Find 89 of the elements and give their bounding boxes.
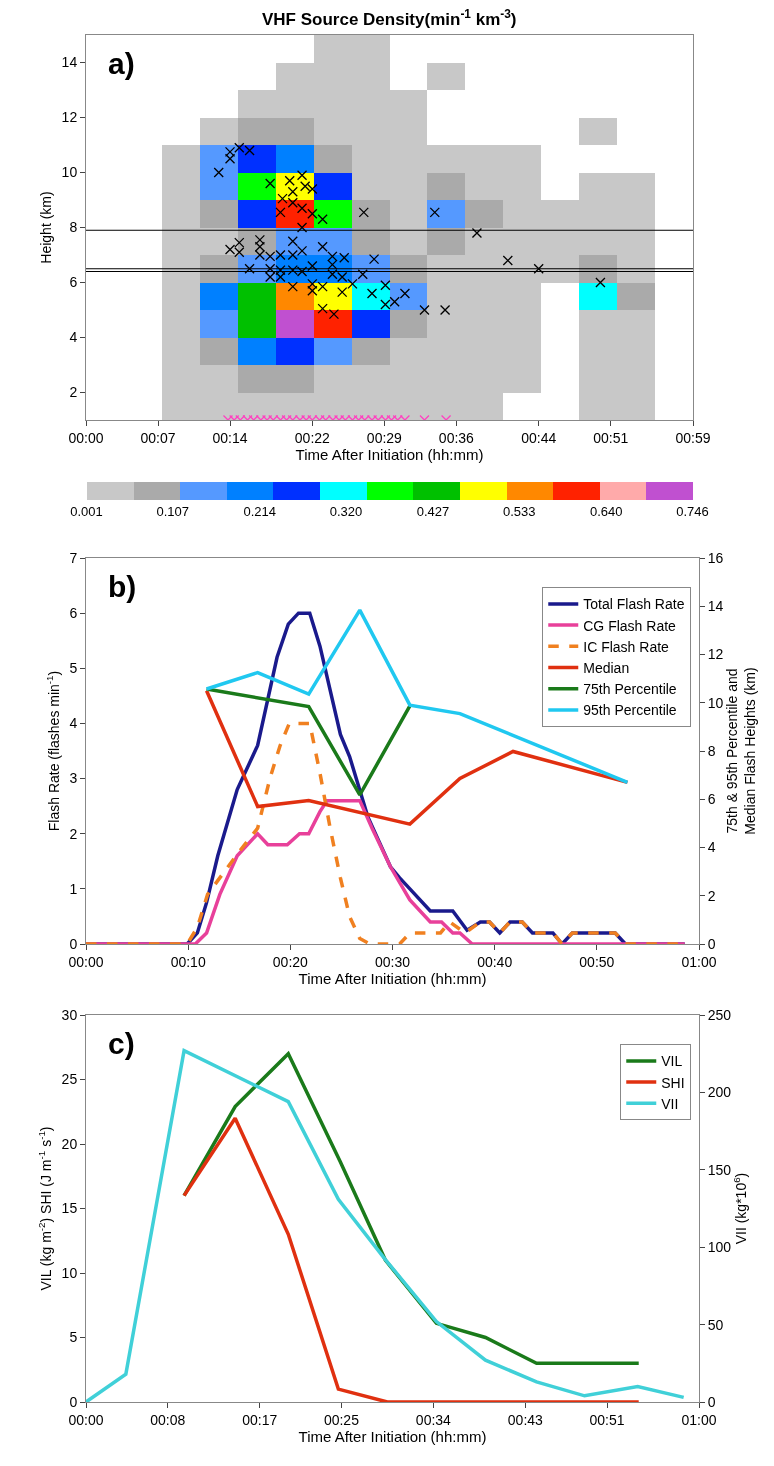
y2-tick-label: 250	[707, 1006, 732, 1023]
y2-tick-label: 100	[707, 1239, 732, 1256]
line-series	[182, 1116, 641, 1402]
y-tick-label: 8	[69, 219, 78, 236]
y-tick-label: 4	[69, 715, 78, 732]
x-tick-label: 00:25	[323, 1411, 360, 1428]
x-tick-label: 00:00	[68, 953, 104, 970]
legend-label: Median	[583, 659, 630, 676]
color-bar-label: 0.533	[502, 504, 536, 520]
x-tick-label: 00:34	[415, 1411, 452, 1428]
y-tick-label: 10	[61, 164, 78, 181]
legend-label: SHI	[661, 1074, 685, 1091]
legend-label: 75th Percentile	[583, 681, 677, 698]
y-tick-label: 6	[69, 605, 78, 622]
legend-label: VIL	[661, 1053, 683, 1070]
y-axis-title: Height (km)	[38, 191, 55, 264]
y-tick-label: 30	[61, 1006, 78, 1023]
x-tick-label: 00:17	[242, 1411, 278, 1428]
x-tick-label: 00:40	[477, 953, 513, 970]
x-tick-label: 00:20	[272, 953, 309, 970]
x-tick-label: 00:07	[140, 429, 176, 446]
y-tick-label: 2	[69, 384, 78, 401]
x-tick-label: 00:10	[170, 953, 206, 970]
y-tick-label: 6	[69, 274, 78, 291]
y2-tick-label: 14	[707, 598, 724, 615]
chart-title: VHF Source Density(min$^{-1}$ km$^{-3}$)	[262, 7, 517, 30]
color-bar-label: 0.320	[329, 504, 363, 520]
x-axis-title: Time After Initiation (hh:mm)	[298, 1427, 487, 1445]
y2-tick-label: 200	[707, 1084, 732, 1101]
y-tick-label: 3	[69, 770, 78, 787]
y2-tick-label: 150	[707, 1161, 732, 1178]
y-tick-label: 12	[61, 109, 78, 126]
color-bar-label: 0.640	[590, 504, 623, 520]
y2-tick-label: 6	[707, 791, 716, 808]
x-tick-label: 00:30	[374, 953, 411, 970]
y2-tick-label: 16	[707, 549, 724, 566]
y-tick-label: 25	[61, 1071, 78, 1088]
legend-label: VII	[661, 1095, 679, 1112]
y-tick-label: 2	[69, 825, 78, 842]
annotation: b)	[108, 570, 137, 603]
y-tick-label: 5	[69, 660, 78, 677]
y-tick-label: 5	[69, 1329, 78, 1346]
y-tick-label: 0	[69, 1393, 78, 1410]
x-tick-label: 00:44	[521, 429, 557, 446]
x-tick-label: 00:36	[438, 429, 475, 446]
color-bar-label: 0.214	[243, 504, 277, 520]
y-tick-label: 0	[69, 935, 78, 952]
x-tick-label: 00:51	[589, 1411, 625, 1428]
y2-tick-label: 8	[707, 742, 716, 759]
x-tick-label: 00:00	[68, 429, 104, 446]
color-bar-label: 0.107	[156, 504, 189, 520]
y2-axis-title: 75th & 95th Percentile and Median Flash Heights (km)	[723, 667, 759, 835]
annotation: c)	[108, 1027, 135, 1060]
y2-tick-label: 50	[707, 1316, 724, 1333]
y-tick-label: 20	[61, 1135, 78, 1152]
x-axis-title: Time After Initiation (hh:mm)	[298, 969, 487, 987]
y-tick-label: 10	[61, 1264, 78, 1281]
color-bar-label: 0.001	[70, 504, 103, 520]
x-tick-label: 00:08	[150, 1411, 186, 1428]
y-tick-label: 15	[61, 1200, 78, 1217]
annotation: a)	[108, 47, 135, 80]
legend-label: 95th Percentile	[583, 702, 677, 719]
y2-tick-label: 0	[707, 935, 716, 952]
y2-tick-label: 4	[707, 839, 716, 856]
line-series	[204, 687, 412, 797]
x-tick-label: 00:22	[294, 429, 331, 446]
legend-label: IC Flash Rate	[583, 638, 670, 655]
y2-tick-label: 2	[707, 887, 716, 904]
y-tick-label: 14	[61, 54, 78, 71]
x-tick-label: 01:00	[681, 1411, 717, 1428]
x-tick-label: 00:29	[366, 429, 403, 446]
y2-tick-label: 12	[707, 646, 724, 663]
y-tick-label: 1	[69, 880, 78, 897]
y-tick-label: 7	[69, 549, 78, 566]
legend-label: CG Flash Rate	[583, 617, 677, 634]
color-bar-label: 0.427	[416, 504, 450, 520]
color-bar-label: 0.746	[676, 504, 709, 520]
legend-label: Total Flash Rate	[583, 596, 685, 613]
y2-tick-label: 0	[707, 1393, 716, 1410]
x-axis-title: Time After Initiation (hh:mm)	[295, 445, 484, 463]
x-tick-label: 00:00	[68, 1411, 104, 1428]
x-tick-label: 00:51	[593, 429, 629, 446]
x-tick-label: 00:59	[675, 429, 711, 446]
x-tick-label: 01:00	[681, 953, 717, 970]
x-tick-label: 00:43	[507, 1411, 544, 1428]
x-tick-label: 00:50	[579, 953, 615, 970]
y-tick-label: 4	[69, 329, 78, 346]
x-tick-label: 00:14	[212, 429, 248, 446]
y2-tick-label: 10	[707, 694, 724, 711]
